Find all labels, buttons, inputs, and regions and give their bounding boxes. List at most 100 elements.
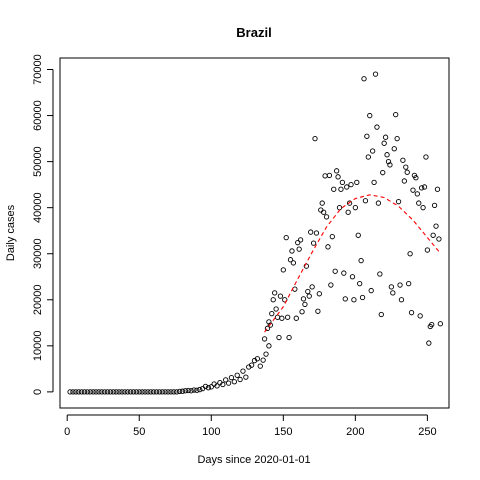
data-point xyxy=(200,386,204,390)
data-point xyxy=(339,187,343,191)
data-point xyxy=(271,298,275,302)
data-point xyxy=(355,180,359,184)
data-point xyxy=(277,335,281,339)
data-point xyxy=(261,358,265,362)
data-point xyxy=(378,272,382,276)
data-point xyxy=(330,234,334,238)
data-point xyxy=(399,298,403,302)
data-point xyxy=(418,314,422,318)
data-point xyxy=(343,297,347,301)
data-point xyxy=(359,258,363,262)
data-point xyxy=(306,289,310,293)
x-tick-label: 100 xyxy=(202,426,220,438)
x-tick-label: 50 xyxy=(133,426,145,438)
data-point xyxy=(375,125,379,129)
x-axis-title: Days since 2020-01-01 xyxy=(197,454,310,466)
data-point xyxy=(319,208,323,212)
data-point xyxy=(337,205,341,209)
data-point xyxy=(311,241,315,245)
data-point xyxy=(372,180,376,184)
data-point xyxy=(297,247,301,251)
data-point xyxy=(281,268,285,272)
y-tick-label: 0 xyxy=(32,389,44,395)
data-point xyxy=(314,231,318,235)
data-point xyxy=(424,155,428,159)
data-point xyxy=(409,310,413,314)
y-tick-label: 60000 xyxy=(32,100,44,131)
data-point xyxy=(398,283,402,287)
data-point xyxy=(291,261,295,265)
data-point xyxy=(241,369,245,373)
data-point xyxy=(258,364,262,368)
trend-line-layer xyxy=(265,195,439,332)
data-point xyxy=(274,307,278,311)
x-tick-label: 250 xyxy=(418,426,436,438)
data-point xyxy=(270,311,274,315)
data-point xyxy=(421,205,425,209)
data-point xyxy=(435,187,439,191)
data-point xyxy=(365,134,369,138)
data-point xyxy=(411,188,415,192)
data-point xyxy=(317,292,321,296)
data-point xyxy=(405,170,409,174)
data-point xyxy=(287,335,291,339)
y-axis-title: Daily cases xyxy=(5,204,17,261)
data-point xyxy=(303,302,307,306)
data-point xyxy=(431,233,435,237)
y-axis: 0 10000 20000 30000 40000 50000 60000 70000 xyxy=(32,54,53,395)
data-point xyxy=(332,187,336,191)
data-point xyxy=(327,173,331,177)
data-point xyxy=(352,298,356,302)
y-tick-label: 70000 xyxy=(32,54,44,85)
data-point xyxy=(385,153,389,157)
data-point xyxy=(391,291,395,295)
data-point xyxy=(401,158,405,162)
data-point xyxy=(373,72,377,76)
data-point xyxy=(284,235,288,239)
x-tick-label: 0 xyxy=(64,426,70,438)
y-tick-label: 20000 xyxy=(32,284,44,315)
data-point xyxy=(310,285,314,289)
data-point xyxy=(370,149,374,153)
data-point xyxy=(379,312,383,316)
y-tick-label: 40000 xyxy=(32,192,44,223)
data-point xyxy=(316,309,320,313)
data-point xyxy=(323,174,327,178)
data-point xyxy=(366,155,370,159)
data-point xyxy=(235,373,239,377)
data-point xyxy=(368,113,372,117)
data-point xyxy=(232,380,236,384)
data-point xyxy=(349,182,353,186)
data-point xyxy=(321,210,325,214)
data-point xyxy=(392,147,396,151)
data-point xyxy=(264,352,268,356)
data-point xyxy=(333,269,337,273)
x-tick-label: 150 xyxy=(274,426,292,438)
data-point xyxy=(326,245,330,249)
data-point xyxy=(262,337,266,341)
chart-title: Brazil xyxy=(236,25,271,40)
data-point xyxy=(229,375,233,379)
data-point xyxy=(198,387,202,391)
data-point xyxy=(244,375,248,379)
data-point xyxy=(432,203,436,207)
data-point xyxy=(329,283,333,287)
x-axis: 0 50 100 150 200 250 xyxy=(64,415,436,438)
data-point xyxy=(280,316,284,320)
data-point xyxy=(406,281,410,285)
data-point xyxy=(267,344,271,348)
data-point xyxy=(350,275,354,279)
data-point xyxy=(275,315,279,319)
data-point xyxy=(285,315,289,319)
data-point xyxy=(357,281,361,285)
data-point xyxy=(381,170,385,174)
data-point xyxy=(308,230,312,234)
data-point xyxy=(340,180,344,184)
data-point xyxy=(383,135,387,139)
data-point xyxy=(336,175,340,179)
data-point xyxy=(301,297,305,301)
data-point xyxy=(298,238,302,242)
plot-border xyxy=(60,58,449,408)
trend-line xyxy=(265,195,439,332)
